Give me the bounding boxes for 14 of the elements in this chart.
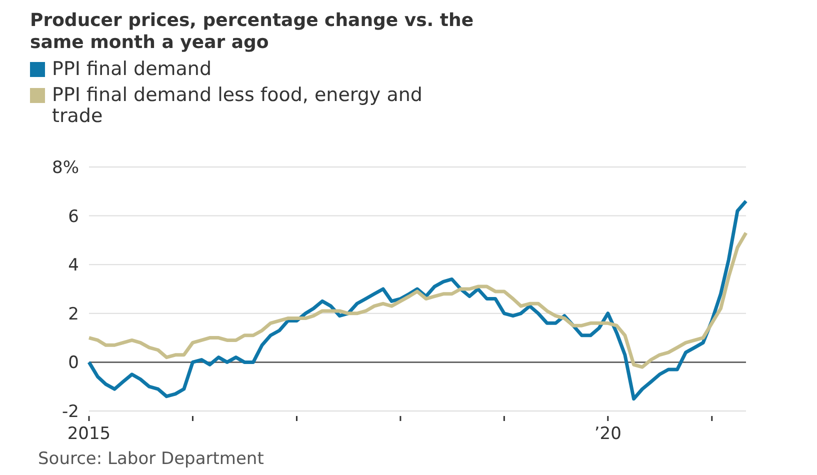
- y-tick-label: 0: [68, 353, 79, 374]
- source-note: Source: Labor Department: [38, 449, 264, 469]
- x-tick-label: 2015: [67, 424, 111, 444]
- x-tick-label: ’20: [594, 424, 622, 444]
- line-series: [87, 231, 748, 369]
- legend-label: PPI final demand: [52, 58, 212, 80]
- y-tick-label: 2: [68, 304, 79, 324]
- y-tick-label: -2: [62, 402, 79, 422]
- y-tick-label: 8%: [52, 158, 79, 178]
- line-series: [87, 199, 748, 401]
- legend-label: PPI final demand less food, energy and trade: [52, 84, 422, 127]
- chart-title: Producer prices, percentage change vs. the same month a year ago: [30, 10, 474, 53]
- y-tick-label: 6: [68, 206, 79, 227]
- y-tick-label: 4: [68, 256, 79, 276]
